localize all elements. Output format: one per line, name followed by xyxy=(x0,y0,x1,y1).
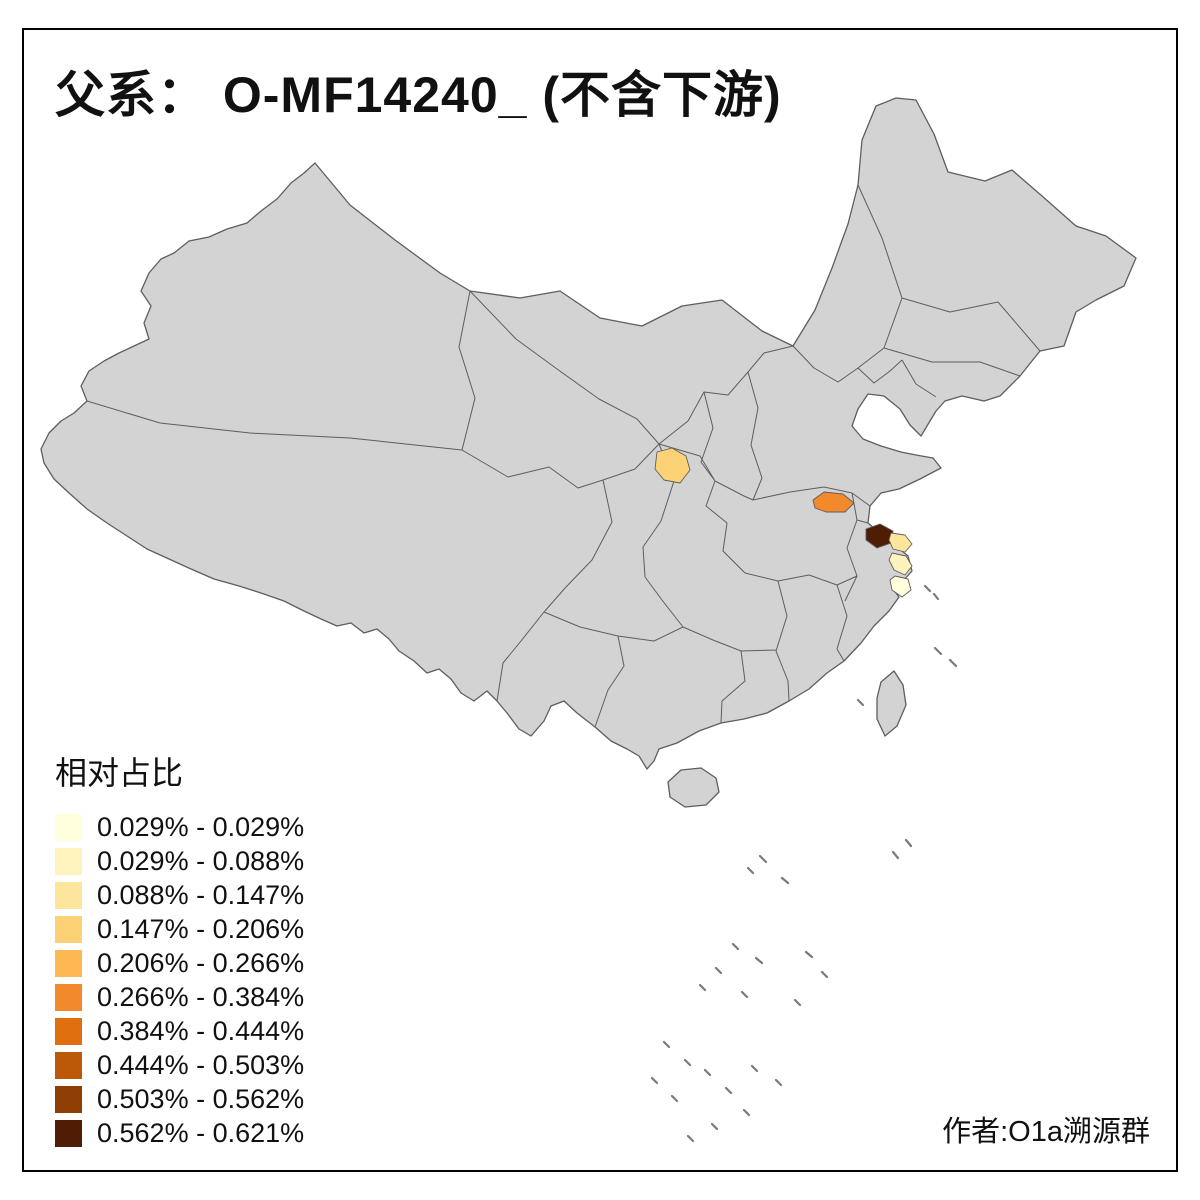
hainan-island xyxy=(667,767,720,808)
land-group xyxy=(40,97,1137,808)
legend-item: 0.147% - 0.206% xyxy=(55,912,304,946)
highlight-region-6 xyxy=(889,575,912,598)
legend-swatch xyxy=(55,1085,82,1113)
province-borders xyxy=(86,184,1041,728)
highlight-region-2 xyxy=(812,491,855,513)
map-title: 父系： O-MF14240_ (不含下游) xyxy=(55,67,782,123)
legend-label: 0.206% - 0.266% xyxy=(97,947,305,978)
legend-item: 0.444% - 0.503% xyxy=(55,1048,304,1082)
legend-swatch xyxy=(55,1051,82,1079)
legend-item: 0.029% - 0.088% xyxy=(55,844,304,878)
small-islands xyxy=(650,584,958,1143)
legend-item: 0.266% - 0.384% xyxy=(55,980,304,1014)
highlight-region-1 xyxy=(654,447,691,484)
legend-label: 0.088% - 0.147% xyxy=(97,879,305,910)
highlight-regions xyxy=(654,447,913,598)
legend-label: 0.029% - 0.029% xyxy=(97,811,305,842)
legend-swatch xyxy=(55,881,82,909)
taiwan-island xyxy=(876,670,907,737)
legend-item: 0.503% - 0.562% xyxy=(55,1082,304,1116)
legend-label: 0.384% - 0.444% xyxy=(97,1015,305,1046)
legend-swatch xyxy=(55,915,82,943)
legend-swatch xyxy=(55,1119,82,1147)
legend-swatch xyxy=(55,983,82,1011)
legend-label: 0.147% - 0.206% xyxy=(97,913,305,944)
legend-label: 0.444% - 0.503% xyxy=(97,1049,305,1080)
legend-item: 0.384% - 0.444% xyxy=(55,1014,304,1048)
legend-items: 0.029% - 0.029% 0.029% - 0.088% 0.088% - 0… xyxy=(55,810,304,1150)
legend-item: 0.206% - 0.266% xyxy=(55,946,304,980)
legend-item: 0.029% - 0.029% xyxy=(55,810,304,844)
legend-title: 相对占比 xyxy=(55,755,184,791)
china-mainland-outline xyxy=(40,97,1137,770)
highlight-region-4 xyxy=(888,532,913,553)
legend-label: 0.562% - 0.621% xyxy=(97,1117,305,1148)
legend-swatch xyxy=(55,813,82,841)
legend-label: 0.503% - 0.562% xyxy=(97,1083,305,1114)
legend-label: 0.029% - 0.088% xyxy=(97,845,305,876)
legend-swatch xyxy=(55,949,82,977)
legend: 相对占比 0.029% - 0.029% 0.029% - 0.088% 0.088… xyxy=(55,748,304,1150)
legend-item: 0.562% - 0.621% xyxy=(55,1116,304,1150)
legend-item: 0.088% - 0.147% xyxy=(55,878,304,912)
legend-label: 0.266% - 0.384% xyxy=(97,981,305,1012)
author-credit: 作者:O1a溯源群 xyxy=(942,1116,1150,1148)
legend-swatch xyxy=(55,1017,82,1045)
highlight-region-5 xyxy=(888,552,913,576)
legend-swatch xyxy=(55,847,82,875)
